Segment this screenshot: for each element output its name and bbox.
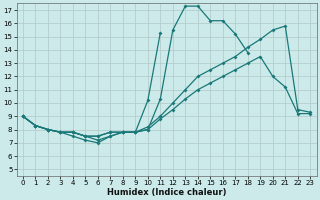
X-axis label: Humidex (Indice chaleur): Humidex (Indice chaleur) <box>107 188 226 197</box>
